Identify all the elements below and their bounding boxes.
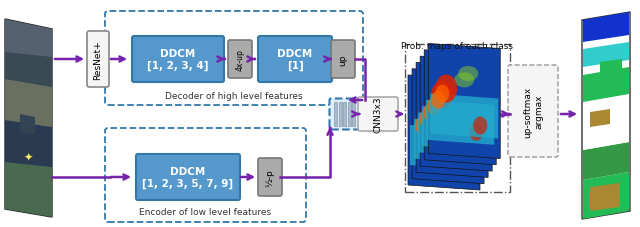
- Polygon shape: [422, 107, 490, 151]
- Polygon shape: [426, 100, 494, 145]
- FancyBboxPatch shape: [508, 66, 558, 157]
- FancyBboxPatch shape: [132, 37, 224, 83]
- Ellipse shape: [415, 116, 429, 134]
- Ellipse shape: [458, 67, 478, 82]
- Ellipse shape: [427, 88, 449, 116]
- Polygon shape: [5, 20, 52, 217]
- Ellipse shape: [453, 148, 467, 166]
- Polygon shape: [410, 126, 478, 170]
- Ellipse shape: [473, 117, 487, 135]
- Polygon shape: [5, 121, 52, 167]
- Text: up-softmax
argmax: up-softmax argmax: [523, 86, 543, 137]
- Text: DDCM
[1]: DDCM [1]: [277, 48, 312, 71]
- Polygon shape: [600, 60, 622, 76]
- Polygon shape: [5, 46, 52, 88]
- Polygon shape: [5, 162, 52, 217]
- Polygon shape: [582, 13, 630, 219]
- Ellipse shape: [431, 81, 453, 109]
- FancyBboxPatch shape: [87, 32, 109, 88]
- Polygon shape: [583, 43, 629, 68]
- Ellipse shape: [435, 75, 457, 103]
- Ellipse shape: [427, 98, 441, 116]
- Polygon shape: [430, 94, 499, 139]
- Ellipse shape: [442, 92, 462, 107]
- Polygon shape: [428, 44, 500, 159]
- Text: CNN3x3: CNN3x3: [374, 96, 383, 133]
- Text: ½-p: ½-p: [266, 168, 275, 186]
- Polygon shape: [414, 119, 482, 164]
- Ellipse shape: [415, 106, 437, 134]
- Text: Prob. maps of each class: Prob. maps of each class: [401, 41, 513, 50]
- Polygon shape: [583, 68, 629, 103]
- Text: ResNet+: ResNet+: [93, 40, 102, 79]
- Polygon shape: [416, 63, 488, 178]
- Ellipse shape: [419, 110, 433, 128]
- FancyBboxPatch shape: [258, 158, 282, 196]
- FancyBboxPatch shape: [330, 99, 360, 130]
- Ellipse shape: [438, 98, 458, 113]
- FancyBboxPatch shape: [228, 41, 252, 79]
- Polygon shape: [583, 142, 629, 180]
- Polygon shape: [412, 69, 484, 184]
- Polygon shape: [5, 20, 52, 58]
- Ellipse shape: [461, 136, 475, 154]
- Ellipse shape: [446, 86, 466, 101]
- Polygon shape: [418, 113, 486, 158]
- FancyBboxPatch shape: [258, 37, 332, 83]
- Polygon shape: [583, 13, 629, 43]
- Polygon shape: [590, 109, 610, 127]
- Bar: [343, 103, 346, 126]
- Bar: [352, 103, 355, 126]
- Polygon shape: [424, 51, 496, 165]
- Bar: [334, 103, 337, 126]
- Text: DDCM
[1, 2, 3, 5, 7, 9]: DDCM [1, 2, 3, 5, 7, 9]: [143, 166, 234, 188]
- Ellipse shape: [454, 73, 474, 88]
- Text: up: up: [339, 54, 348, 65]
- Ellipse shape: [423, 104, 437, 122]
- Ellipse shape: [457, 142, 471, 160]
- Polygon shape: [408, 76, 480, 190]
- Polygon shape: [420, 57, 492, 171]
- Ellipse shape: [465, 130, 479, 148]
- FancyBboxPatch shape: [136, 154, 240, 200]
- Polygon shape: [583, 172, 629, 219]
- Ellipse shape: [419, 100, 441, 128]
- FancyBboxPatch shape: [331, 41, 355, 79]
- Text: Encoder of low level features: Encoder of low level features: [140, 207, 271, 217]
- Ellipse shape: [431, 91, 445, 109]
- Polygon shape: [20, 114, 35, 135]
- Polygon shape: [590, 183, 620, 211]
- Polygon shape: [583, 103, 629, 150]
- Bar: [405, 45, 510, 192]
- Ellipse shape: [435, 85, 449, 103]
- Bar: [348, 103, 351, 126]
- Text: 4x-up: 4x-up: [236, 49, 244, 71]
- Bar: [339, 103, 342, 126]
- Ellipse shape: [423, 94, 445, 122]
- FancyBboxPatch shape: [358, 98, 398, 131]
- Polygon shape: [5, 80, 52, 127]
- Text: Decoder of high level features: Decoder of high level features: [165, 91, 303, 100]
- Text: ✦: ✦: [23, 152, 33, 162]
- Ellipse shape: [469, 123, 483, 141]
- Text: DDCM
[1, 2, 3, 4]: DDCM [1, 2, 3, 4]: [147, 48, 209, 71]
- Ellipse shape: [450, 79, 470, 94]
